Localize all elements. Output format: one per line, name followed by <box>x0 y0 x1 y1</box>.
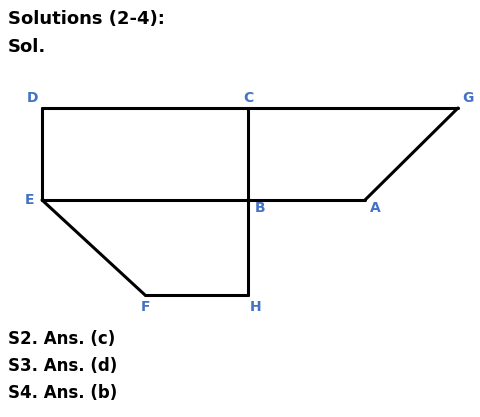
Text: F: F <box>140 300 150 314</box>
Text: S3. Ans. (d): S3. Ans. (d) <box>8 357 117 375</box>
Text: B: B <box>255 201 265 215</box>
Text: A: A <box>370 201 380 215</box>
Text: E: E <box>25 193 35 207</box>
Text: C: C <box>243 91 253 105</box>
Text: H: H <box>250 300 262 314</box>
Text: Solutions (2-4):: Solutions (2-4): <box>8 10 165 28</box>
Text: D: D <box>26 91 38 105</box>
Text: G: G <box>462 91 474 105</box>
Text: S2. Ans. (c): S2. Ans. (c) <box>8 330 115 348</box>
Text: S4. Ans. (b): S4. Ans. (b) <box>8 384 117 402</box>
Text: Sol.: Sol. <box>8 38 46 56</box>
